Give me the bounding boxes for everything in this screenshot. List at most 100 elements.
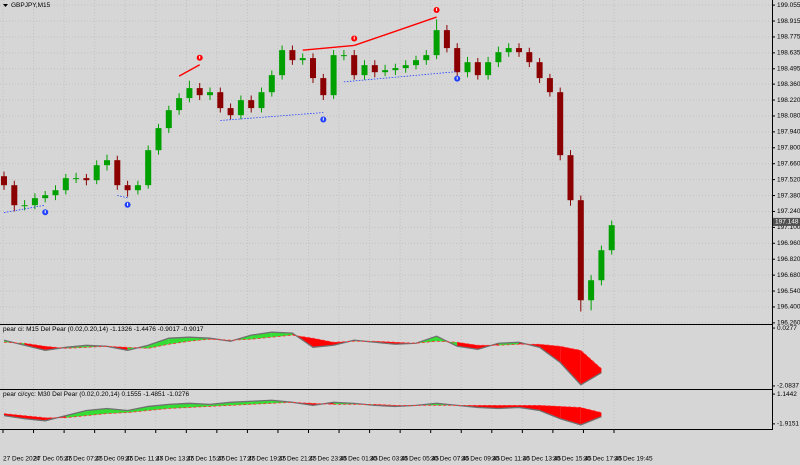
- candle-body: [299, 58, 306, 61]
- candle-body: [207, 92, 213, 96]
- y-tick-label: 197.520: [777, 176, 800, 183]
- candle-body: [268, 75, 275, 93]
- candle-body: [464, 62, 471, 73]
- y-tick-label: 197.940: [777, 129, 800, 136]
- y-tick-label: -1.9151: [777, 421, 799, 428]
- candle-body: [176, 98, 183, 111]
- candle-body: [588, 280, 595, 301]
- histogram-fill: [313, 338, 334, 348]
- chart-title: GBPJPY,M15: [11, 2, 51, 9]
- divergence-line: [343, 71, 458, 83]
- candle-body: [237, 100, 244, 116]
- y-tick-label: 0.0277: [777, 325, 797, 332]
- x-tick-label: 27 Dec 11:45: [125, 456, 164, 463]
- indicator-line: [3, 334, 602, 369]
- candle-body: [21, 205, 28, 207]
- y-tick-label: 197.660: [777, 160, 800, 167]
- candle-body: [443, 30, 450, 49]
- x-tick-label: 30 Dec 01:45: [339, 456, 378, 463]
- x-tick-label: 30 Dec 13:45: [522, 456, 561, 463]
- candle-body: [516, 48, 522, 53]
- marks: [1, 7, 615, 426]
- candle-body: [217, 92, 224, 109]
- candle-body: [536, 62, 543, 79]
- candle-body: [42, 195, 49, 199]
- candle-body: [83, 178, 90, 181]
- x-tick-label: 30 Dec 17:45: [583, 456, 622, 463]
- x-tick-label: 27 Dec 17:45: [217, 456, 256, 463]
- candle-body: [454, 48, 461, 73]
- candle-body: [351, 55, 358, 76]
- x-tick-label: 30 Dec 05:45: [400, 456, 439, 463]
- signal-marker-glyph: [322, 117, 324, 121]
- y-tick-label: 198.220: [777, 97, 800, 104]
- y-tick-label: 198.775: [777, 34, 800, 41]
- x-tick-label: 27 Dec 21:45: [278, 456, 317, 463]
- candle-body: [248, 100, 255, 109]
- y-tick-label: 197.100: [777, 224, 800, 231]
- histogram-fill: [457, 342, 478, 350]
- x-tick-label: 27 Dec 2024: [3, 456, 40, 463]
- signal-marker-glyph: [44, 210, 46, 214]
- y-tick-label: 198.495: [777, 65, 800, 72]
- candle-body: [567, 155, 574, 201]
- candle-body: [196, 88, 203, 96]
- candle-body: [134, 185, 141, 191]
- candle-body: [145, 150, 152, 186]
- menu-triangle[interactable]: [3, 4, 8, 7]
- indicator-line: [3, 331, 602, 386]
- histogram-fill: [539, 405, 561, 419]
- x-tick-label: 30 Dec 09:45: [461, 456, 500, 463]
- x-tick-label: 27 Dec 05:45: [34, 456, 73, 463]
- x-tick-label: 27 Dec 19:45: [247, 456, 286, 463]
- y-tick-label: 197.380: [777, 192, 800, 199]
- candle-body: [423, 55, 430, 61]
- y-tick-label: 199.055: [777, 2, 800, 9]
- indicator-title: pear ci/cyc: M30 Del Pear (0.02,0.20,14)…: [3, 391, 189, 398]
- x-tick-label: 27 Dec 15:45: [186, 456, 225, 463]
- last-price-label: 197.148: [775, 219, 799, 226]
- y-tick-label: -2.0837: [777, 383, 799, 390]
- candle-body: [526, 52, 533, 63]
- candle-body: [371, 65, 378, 73]
- candle-body: [11, 185, 18, 206]
- candle-body: [505, 48, 512, 53]
- x-tick-label: 27 Dec 23:45: [309, 456, 348, 463]
- candle-body: [433, 30, 440, 56]
- candle-body: [413, 60, 419, 66]
- candle-body: [402, 65, 409, 69]
- signal-marker-glyph: [456, 76, 458, 80]
- histogram-fill: [148, 338, 169, 349]
- histogram-fill: [580, 407, 602, 425]
- y-tick-label: 196.960: [777, 240, 800, 247]
- candle-body: [114, 160, 121, 186]
- candle-body: [279, 50, 286, 76]
- indicator-line: [3, 399, 602, 426]
- candle-body: [258, 92, 265, 109]
- candle-body: [474, 62, 481, 76]
- candle-body: [52, 190, 59, 196]
- y-tick-label: 198.915: [777, 18, 800, 25]
- candle-body: [330, 55, 337, 96]
- histogram-fill: [107, 408, 128, 414]
- candle-body: [93, 165, 100, 181]
- divergence-line: [302, 44, 355, 51]
- divergence-line: [353, 16, 437, 47]
- grid: [0, 0, 772, 429]
- candle-body: [31, 198, 38, 206]
- y-tick-label: 197.240: [777, 208, 800, 215]
- x-tick-label: 27 Dec 13:45: [156, 456, 195, 463]
- candle-body: [165, 110, 172, 129]
- candle-body: [124, 185, 131, 191]
- histogram-fill: [560, 346, 581, 385]
- candle-body: [546, 78, 553, 93]
- histogram-fill: [168, 337, 190, 345]
- candle-body: [1, 176, 7, 186]
- signal-marker-glyph: [353, 36, 355, 40]
- y-tick-label: 1.1442: [777, 391, 797, 398]
- candle-body: [155, 128, 162, 151]
- y-tick-label: 196.260: [777, 320, 800, 327]
- candle-body: [485, 62, 492, 76]
- x-tick-label: 30 Dec 15:45: [553, 456, 592, 463]
- candle-body: [598, 250, 605, 281]
